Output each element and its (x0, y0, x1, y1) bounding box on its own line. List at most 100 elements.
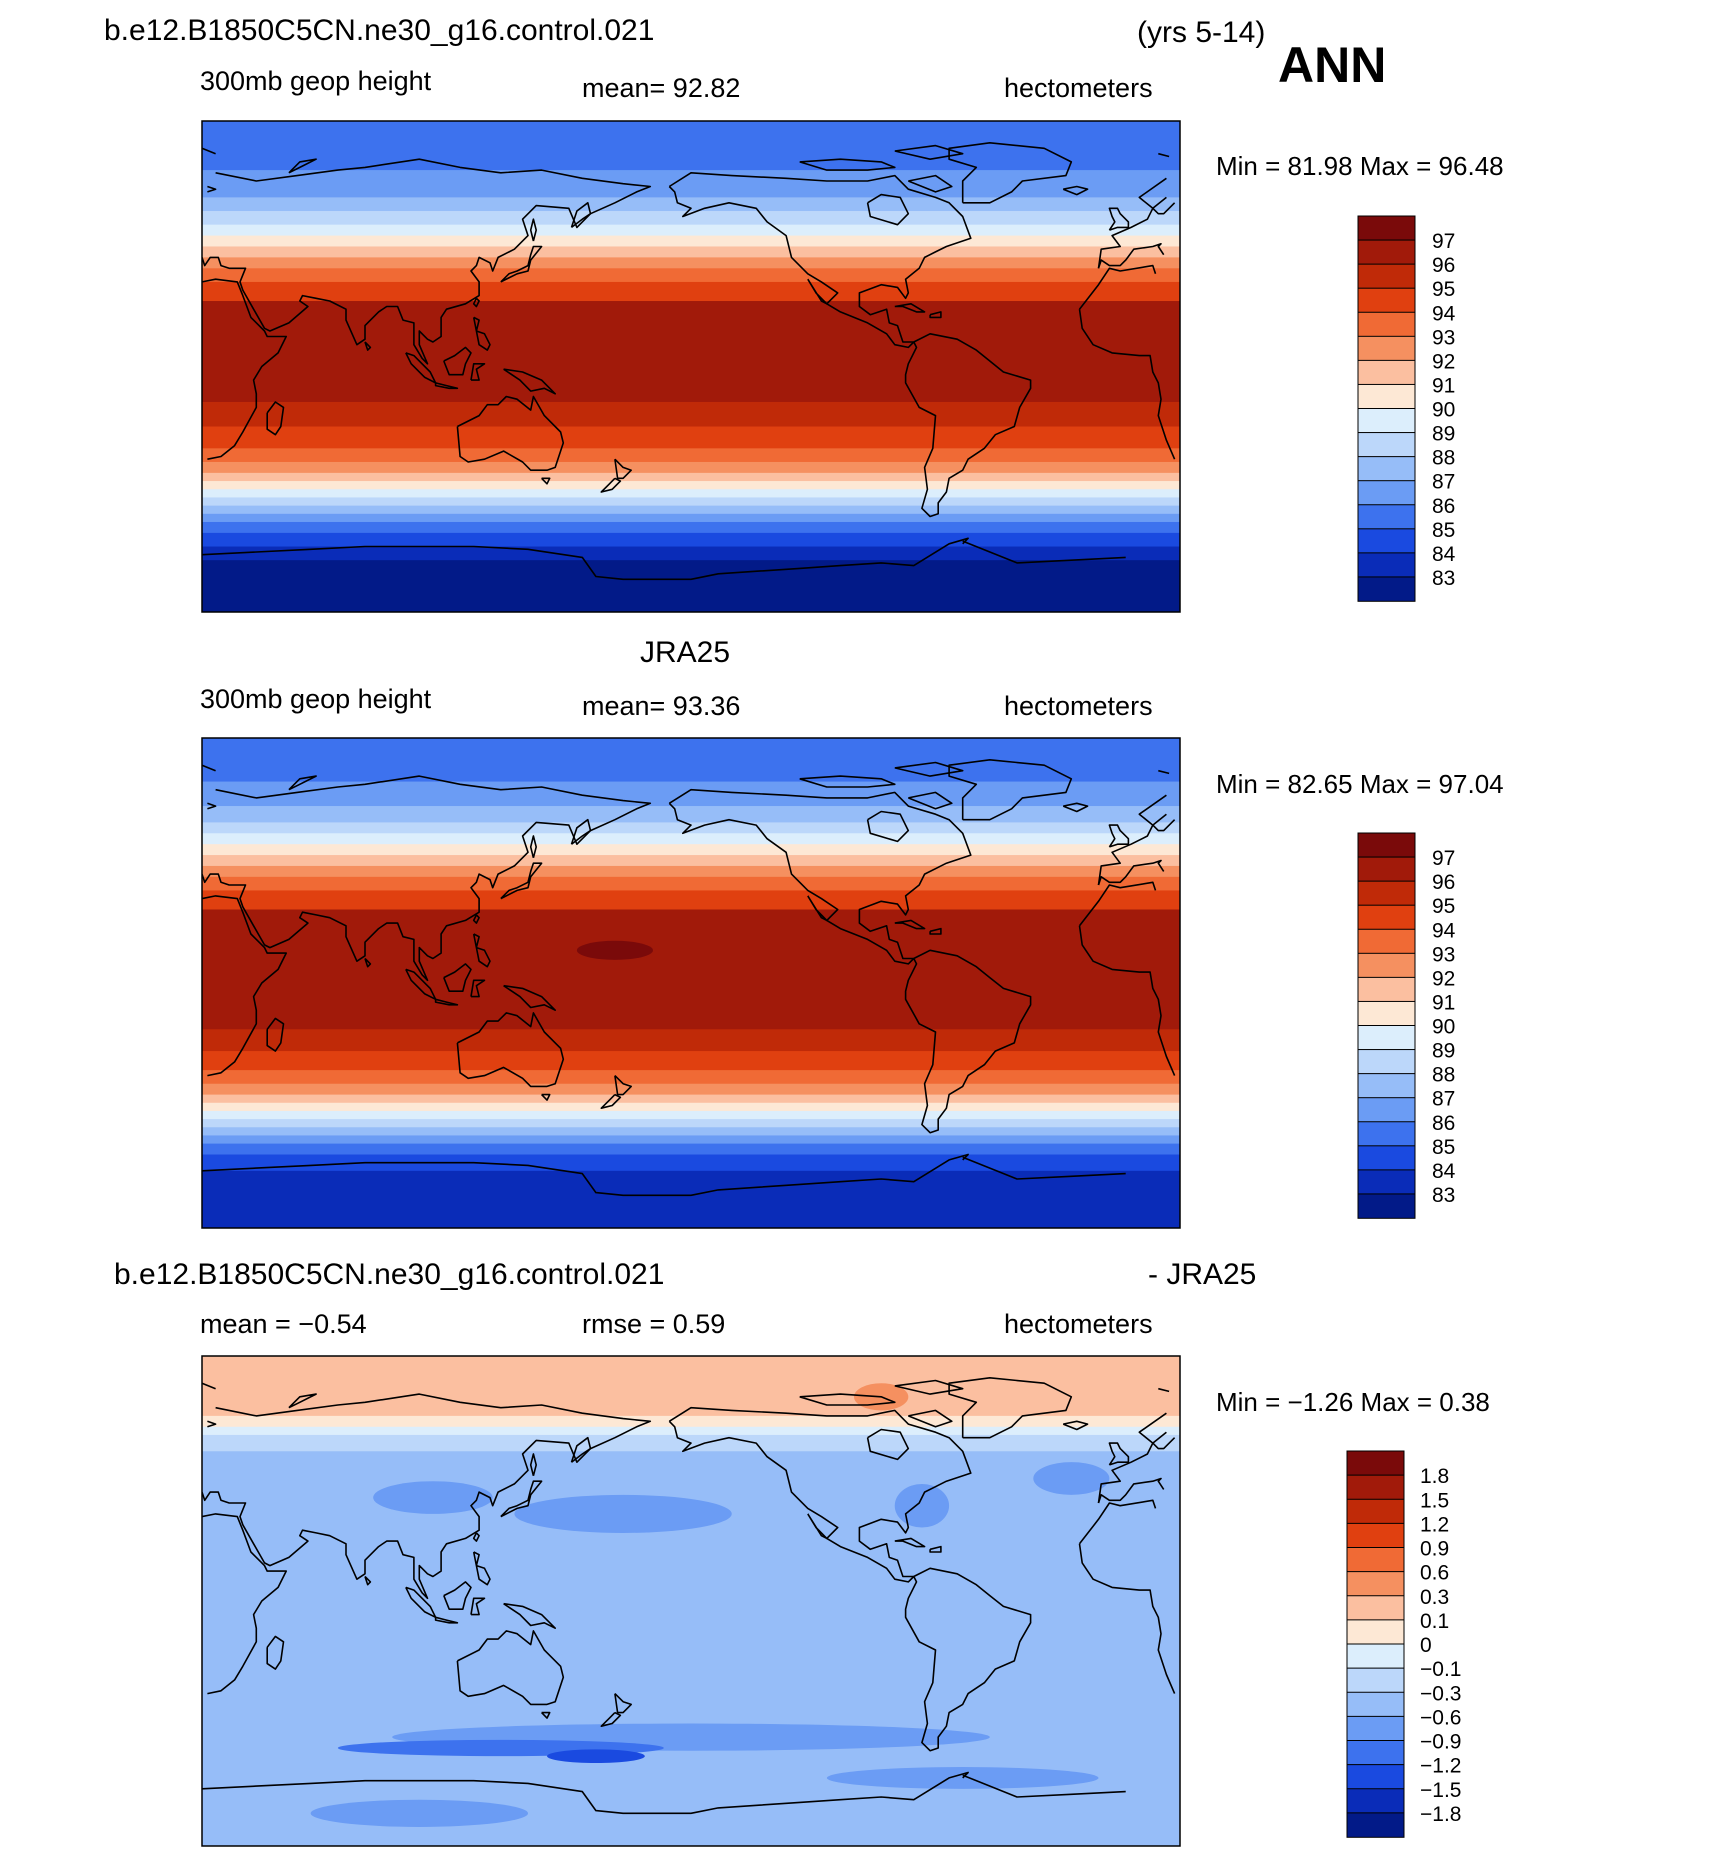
map-obs-frame (201, 737, 1181, 1229)
colorbar-2-label-5: 0.3 (1420, 1586, 1449, 1609)
map-diff-frame (201, 1355, 1181, 1847)
map-model-band-2 (202, 197, 1180, 212)
coastline-31-2 (1158, 152, 1170, 158)
coastline-6-0 (443, 346, 472, 376)
coastline-21-0 (948, 1377, 1073, 1439)
colorbar-2-box-10 (1346, 1691, 1405, 1718)
colorbar-1-box-8 (1357, 1025, 1416, 1051)
coastline-8-0 (434, 998, 459, 1006)
map-model-band-12 (202, 426, 1180, 449)
coastline-23-0 (894, 1379, 964, 1395)
coastline-1-0 (266, 1635, 285, 1670)
map-model-band-8 (202, 268, 1180, 283)
coastline-4-2 (1152, 1431, 1167, 1444)
coastline-17-0 (472, 914, 480, 924)
colorbar-1-label-5: 92 (1432, 967, 1455, 990)
coastline-33-0 (570, 202, 592, 229)
coastline-14-0 (614, 1075, 633, 1096)
coastline-29-1 (202, 1153, 969, 1197)
years-label: (yrs 5-14) (1137, 16, 1265, 49)
map-model-band-4 (202, 224, 1180, 237)
colorbar-0-box-6 (1357, 359, 1416, 386)
colorbar-1-box-5 (1357, 952, 1416, 979)
colorbar-1-box-0 (1357, 832, 1416, 858)
colorbar-0-label-9: 88 (1432, 447, 1455, 470)
coastline-2-0 (1097, 177, 1167, 269)
coastline-4-1 (207, 802, 217, 810)
coastline-25-0 (894, 302, 926, 313)
colorbar-1-label-10: 87 (1432, 1088, 1455, 1111)
coastline-26-0 (929, 1545, 942, 1553)
colorbar-2-box-12 (1346, 1740, 1405, 1766)
coastline-20-0 (866, 1428, 910, 1461)
colorbar-1-label-8: 89 (1432, 1040, 1455, 1063)
map-model-band-11 (202, 401, 1180, 428)
map-model-band-1 (202, 170, 1180, 198)
colorbar-0-label-4: 93 (1432, 326, 1455, 349)
map-model-band-23 (202, 546, 1180, 561)
colorbar-0-label-7: 90 (1432, 399, 1455, 422)
map-model-band-22 (202, 532, 1180, 548)
colorbar-0-box-2 (1357, 263, 1416, 289)
coastline-1-0 (266, 401, 285, 436)
colorbar-0-label-12: 85 (1432, 519, 1455, 542)
colorbar-1-label-11: 86 (1432, 1112, 1455, 1135)
coastline-0-1 (202, 278, 288, 460)
colorbar-0-label-5: 92 (1432, 350, 1455, 373)
panel2-mean: mean= 93.36 (582, 691, 740, 721)
coastline-16-0 (364, 341, 372, 351)
coastline-10-0 (472, 933, 491, 968)
colorbar-1-box-10 (1357, 1073, 1416, 1099)
coastline-11-0 (503, 1602, 557, 1629)
colorbar-0-label-3: 94 (1432, 302, 1456, 325)
coastline-2-2 (1097, 243, 1165, 269)
coastline-17-0 (472, 297, 480, 308)
coastline-12-0 (456, 1630, 565, 1706)
coastline-2-2 (1097, 1477, 1165, 1504)
coastline-3-0 (1108, 1442, 1130, 1466)
colorbar-0-box-10 (1357, 456, 1416, 482)
coastline-24-0 (908, 1409, 953, 1428)
coastline-13-0 (541, 1093, 551, 1101)
coastline-10-0 (472, 316, 491, 351)
panel2-title: JRA25 (640, 636, 730, 669)
map-model-band-5 (202, 235, 1180, 247)
coastline-16-0 (364, 1575, 372, 1586)
coastline-12-0 (456, 395, 565, 472)
coastline-4-1 (207, 1420, 217, 1428)
coastline-27-0 (904, 1567, 1032, 1752)
map-diff-band-0 (202, 1356, 1180, 1417)
colorbar-2-box-0 (1346, 1450, 1405, 1476)
coastline-0-2 (1078, 1499, 1157, 1545)
colorbar-2-box-15 (1346, 1812, 1405, 1838)
map-diff-blob-2 (894, 1483, 950, 1528)
panel1-mean: mean= 92.82 (582, 73, 740, 103)
coastline-2-1 (202, 775, 652, 982)
colorbar-2-label-11: −0.9 (1420, 1731, 1461, 1754)
coastline-31-1 (202, 1382, 216, 1390)
map-model-band-14 (202, 461, 1180, 474)
coastline-19-0 (807, 278, 828, 305)
coastline-31-2 (1158, 1387, 1170, 1393)
coastline-9-0 (470, 1597, 486, 1616)
colorbar-0-box-15 (1357, 576, 1416, 602)
colorbar-2-box-13 (1346, 1764, 1405, 1790)
colorbar-1-box-14 (1357, 1169, 1416, 1195)
coastline-32-0 (529, 218, 538, 242)
map-obs-band-19 (202, 1127, 1180, 1136)
coastline-1-0 (266, 1017, 285, 1052)
coastline-0-0 (1078, 1543, 1176, 1694)
map-obs-band-22 (202, 1154, 1180, 1172)
coastline-3-0 (1108, 824, 1130, 848)
colorbar-0-box-5 (1357, 335, 1416, 362)
coastline-22-0 (799, 775, 896, 788)
coastline-19-0 (807, 1513, 828, 1540)
map-model-band-0 (202, 121, 1180, 171)
colorbar-2-box-14 (1346, 1788, 1405, 1814)
coastline-30-0 (288, 775, 317, 791)
colorbar-2-box-2 (1346, 1498, 1405, 1525)
map-obs-band-11 (202, 1029, 1180, 1052)
map-model-band-15 (202, 472, 1180, 482)
map-obs-band-16 (202, 1102, 1180, 1112)
